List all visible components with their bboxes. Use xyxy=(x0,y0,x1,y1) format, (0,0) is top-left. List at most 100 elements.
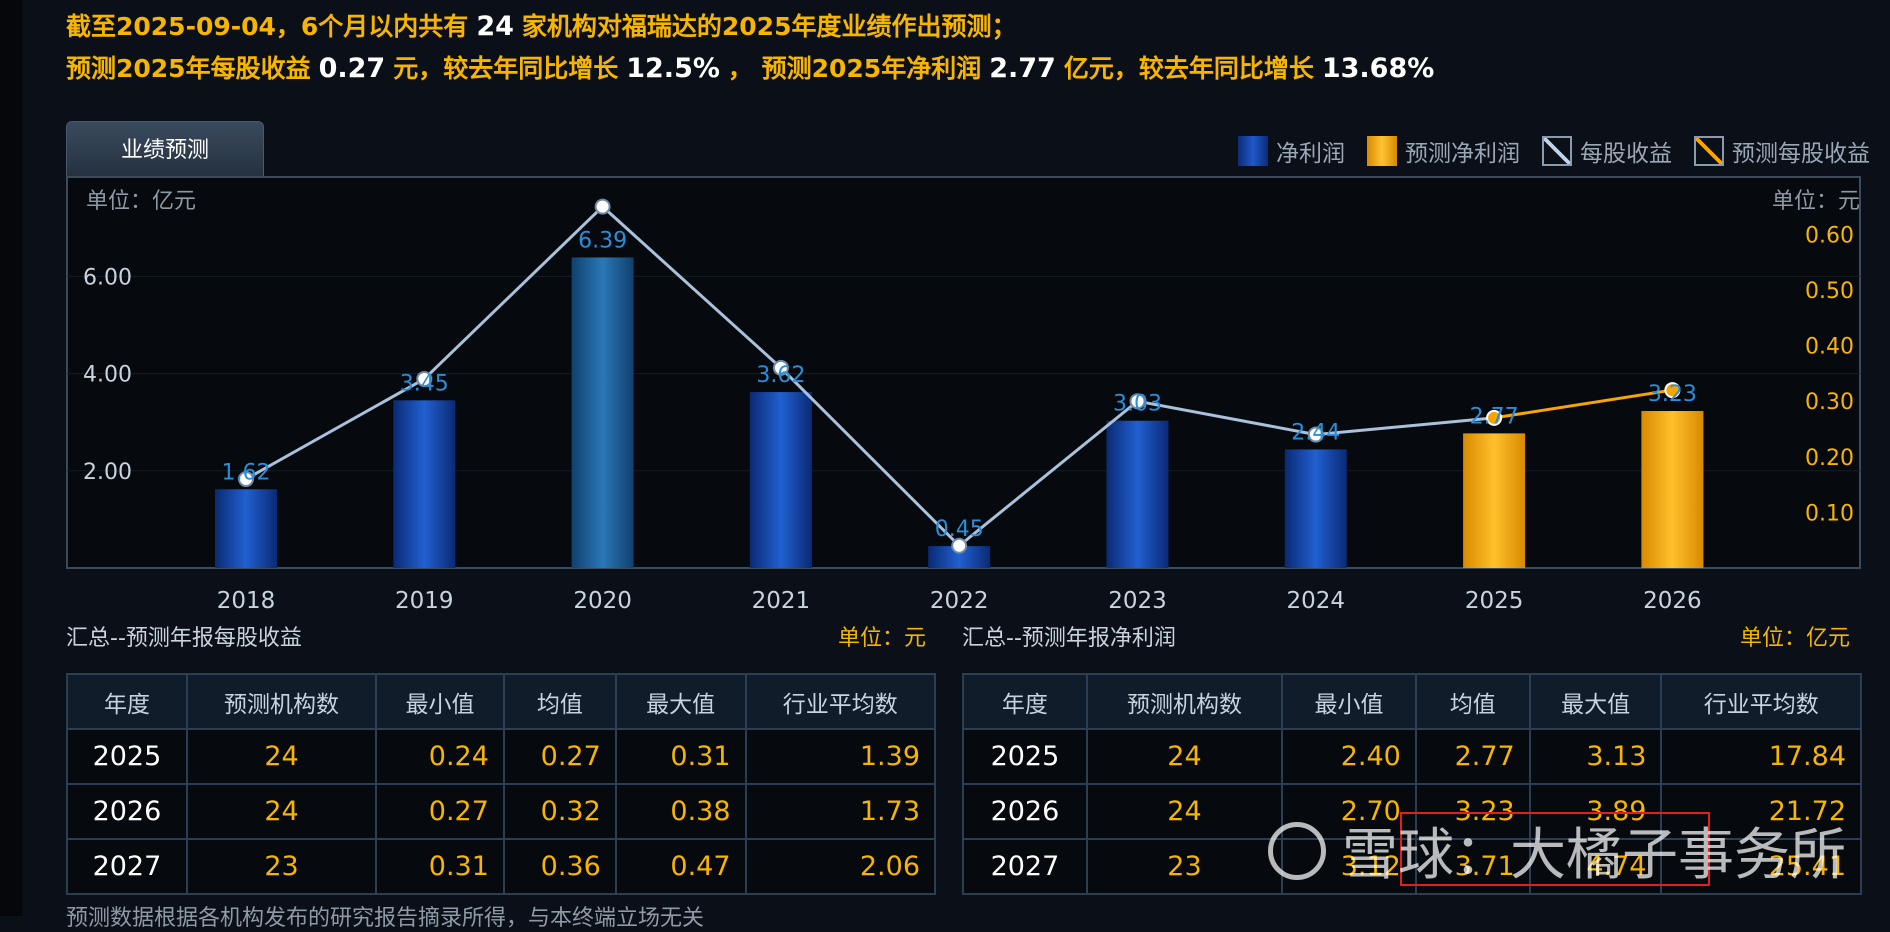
table-cell: 3.89 xyxy=(1528,783,1663,840)
legend-label: 净利润 xyxy=(1276,141,1345,167)
table-cell: 0.27 xyxy=(375,783,505,840)
forecast-summary: 截至2025-09-04，6个月以内共有 24 家机构对福瑞达的2025年度业绩作出… xyxy=(66,6,1442,90)
institution-count: 24 xyxy=(476,11,514,42)
right-tick-label: 0.30 xyxy=(1805,390,1854,415)
xueqiu-logo-icon xyxy=(1268,821,1326,880)
table-cell: 24 xyxy=(185,728,378,785)
bar-value-label: 0.45 xyxy=(935,517,984,542)
tab-performance-forecast[interactable]: 业绩预测 xyxy=(66,121,264,178)
table-cell: 0.31 xyxy=(375,838,505,895)
table-cell: 0.47 xyxy=(614,838,747,895)
table-cell: 2026 xyxy=(962,783,1088,840)
legend-item-forecast-eps[interactable]: 预测每股收益 xyxy=(1694,134,1870,168)
table-cell: 0.32 xyxy=(502,783,617,840)
table-cell: 24 xyxy=(185,783,378,840)
eps-point xyxy=(1129,393,1146,410)
x-tick-label: 2023 xyxy=(1108,588,1167,614)
table-cell: 2027 xyxy=(962,838,1088,895)
right-tick-label: 0.40 xyxy=(1805,335,1854,360)
net-profit-bar xyxy=(393,400,456,568)
column-header: 年度 xyxy=(962,673,1088,730)
chart-legend: 净利润 预测净利润 每股收益 预测每股收益 xyxy=(1216,134,1870,168)
table-cell: 23 xyxy=(185,838,378,895)
right-tick-label: 0.60 xyxy=(1805,223,1854,248)
legend-item-net-profit[interactable]: 净利润 xyxy=(1238,134,1345,168)
x-tick-label: 2022 xyxy=(930,588,989,614)
table-cell: 2025 xyxy=(66,728,188,785)
table-cell: 17.84 xyxy=(1660,728,1862,785)
eps-table-title: 汇总--预测年报每股收益 xyxy=(66,626,302,651)
table-cell: 1.39 xyxy=(744,728,937,785)
forecast-net-profit-swatch-icon xyxy=(1367,136,1397,166)
legend-item-eps[interactable]: 每股收益 xyxy=(1542,134,1672,168)
left-axis-unit: 单位：亿元 xyxy=(86,189,196,214)
table-cell: 0.27 xyxy=(502,728,617,785)
table-cell: 21.72 xyxy=(1660,783,1862,840)
eps-point xyxy=(1307,426,1324,443)
column-header: 最小值 xyxy=(375,673,505,730)
table-cell: 2026 xyxy=(66,783,188,840)
table-header-row: 年度 预测机构数 最小值 均值 最大值 行业平均数 xyxy=(66,673,937,730)
summary-text: 家机构对福瑞达的2025年度业绩作出预测； xyxy=(521,12,1017,41)
plot-area xyxy=(66,176,1861,569)
net-profit-bar xyxy=(1284,449,1347,568)
forecast-net-profit-bar xyxy=(1463,433,1526,568)
eps-forecast-table: 年度 预测机构数 最小值 均值 最大值 行业平均数 2025 24 0.24 0.27 0.31 1.… xyxy=(66,673,937,895)
net-profit-bar xyxy=(1106,420,1169,568)
bar-value-label: 3.45 xyxy=(400,371,449,396)
column-header: 行业平均数 xyxy=(744,673,937,730)
forecast-eps-point xyxy=(1664,382,1681,399)
table-cell: 3.13 xyxy=(1528,728,1663,785)
table-cell: 2.40 xyxy=(1281,728,1417,785)
eps-point xyxy=(594,198,611,215)
column-header: 最大值 xyxy=(614,673,747,730)
table-cell: 3.23 xyxy=(1414,783,1531,840)
x-tick-label: 2019 xyxy=(395,588,454,614)
table-cell: 0.38 xyxy=(614,783,747,840)
summary-text: 亿元，较去年同比增长 xyxy=(1063,54,1314,83)
table-cell: 24 xyxy=(1085,728,1284,785)
left-edge-strip xyxy=(0,0,22,916)
table-cell: 0.31 xyxy=(614,728,747,785)
net-profit-forecast-table: 年度 预测机构数 最小值 均值 最大值 行业平均数 2025 24 2.40 2.77 3.13 17… xyxy=(962,673,1862,895)
left-tick-label: 4.00 xyxy=(83,363,132,388)
net-profit-table-unit: 单位：亿元 xyxy=(1740,626,1851,651)
x-tick-label: 2020 xyxy=(573,588,632,614)
highlight-box xyxy=(1400,812,1710,886)
eps-table-unit: 单位：元 xyxy=(838,626,927,651)
column-header: 预测机构数 xyxy=(1085,673,1284,730)
right-tick-label: 0.50 xyxy=(1805,279,1854,304)
net-profit-swatch-icon xyxy=(1238,136,1268,166)
table-cell: 0.24 xyxy=(375,728,505,785)
net-profit-bar xyxy=(571,257,634,568)
watermark-text: 雪球：大橘子事务所 xyxy=(1342,823,1846,888)
summary-line-2: 预测2025年每股收益 0.27 元，较去年同比增长 12.5%， 预测2025年净利… xyxy=(66,48,1442,90)
column-header: 均值 xyxy=(1414,673,1531,730)
column-header: 均值 xyxy=(502,673,617,730)
column-header: 预测机构数 xyxy=(185,673,378,730)
bar-value-label: 3.23 xyxy=(1648,382,1697,407)
bar-value-label: 3.62 xyxy=(756,363,805,388)
summary-text: 预测2025年每股收益 xyxy=(66,54,311,83)
right-tick-label: 0.10 xyxy=(1805,501,1854,526)
net-profit-growth-value: 13.68% xyxy=(1321,53,1435,84)
eps-point xyxy=(1486,409,1503,426)
x-tick-label: 2024 xyxy=(1287,588,1346,614)
table-row: 2026 24 2.70 3.23 3.89 21.72 xyxy=(962,783,1862,840)
left-tick-label: 2.00 xyxy=(83,460,132,485)
eps-point xyxy=(772,359,789,376)
table-cell: 24 xyxy=(1085,783,1284,840)
table-cell: 2.06 xyxy=(744,838,937,895)
x-tick-label: 2021 xyxy=(752,588,811,614)
eps-point xyxy=(238,471,254,488)
table-row: 2027 23 0.31 0.36 0.47 2.06 xyxy=(66,838,937,895)
x-tick-label: 2018 xyxy=(217,588,276,614)
table-row: 2025 24 0.24 0.27 0.31 1.39 xyxy=(66,728,937,785)
column-header: 行业平均数 xyxy=(1660,673,1862,730)
forecast-eps-line xyxy=(1493,388,1673,420)
legend-item-forecast-net-profit[interactable]: 预测净利润 xyxy=(1367,134,1520,168)
summary-text: ， 预测2025年净利润 xyxy=(727,54,982,83)
table-header-row: 年度 预测机构数 最小值 均值 最大值 行业平均数 xyxy=(962,673,1862,730)
summary-text: 截至2025-09-04，6个月以内共有 xyxy=(66,12,469,41)
forecast-net-profit-value: 2.77 xyxy=(989,53,1056,84)
